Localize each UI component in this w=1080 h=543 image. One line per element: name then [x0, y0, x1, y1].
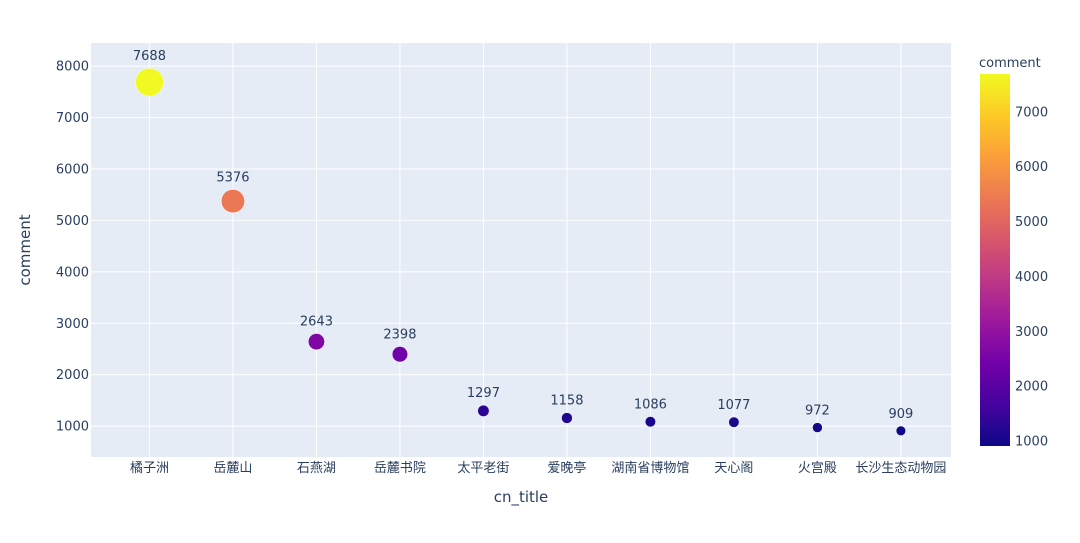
- data-label: 972: [805, 404, 830, 419]
- colorbar-tick-label: 2000: [1015, 380, 1048, 395]
- x-tick-label: 橘子洲: [130, 460, 169, 476]
- data-point: [812, 422, 823, 433]
- colorbar: [980, 74, 1010, 446]
- data-point: [895, 425, 906, 436]
- data-point: [644, 416, 656, 428]
- colorbar-tick-label: 7000: [1015, 105, 1048, 120]
- data-label: 7688: [133, 49, 166, 64]
- y-tick-label: 2000: [56, 368, 89, 383]
- y-tick-label: 8000: [56, 60, 89, 75]
- data-point: [220, 189, 245, 214]
- x-axis-ticks: 橘子洲 岳麓山 石燕湖 岳麓书院 太平老街 爱晚亭 湖南省博物馆 天心阁 火宫殿 长沙生态动物园: [130, 460, 946, 476]
- data-label: 5376: [216, 170, 249, 185]
- plot-background: [91, 43, 951, 457]
- colorbar-tick-label: 1000: [1015, 435, 1048, 450]
- data-point: [477, 404, 490, 417]
- data-point: [135, 67, 164, 97]
- x-axis-title: cn_title: [494, 488, 549, 507]
- data-point: [728, 416, 740, 428]
- data-label: 1077: [717, 398, 750, 413]
- x-tick-label: 长沙生态动物园: [855, 461, 946, 476]
- y-tick-label: 7000: [56, 111, 89, 126]
- x-tick-label: 岳麓书院: [374, 461, 426, 476]
- data-label: 1086: [634, 397, 667, 412]
- x-tick-label: 爱晚亭: [547, 460, 586, 476]
- data-points: [135, 67, 906, 436]
- data-point: [561, 412, 573, 424]
- x-tick-label: 岳麓山: [213, 461, 252, 476]
- colorbar-title: comment: [979, 56, 1041, 71]
- colorbar-ticks: 1000 2000 3000 4000 5000 6000 7000: [1015, 105, 1048, 449]
- x-gridlines: [148, 43, 902, 457]
- data-point: [391, 346, 409, 363]
- y-tick-label: 4000: [56, 265, 89, 280]
- y-axis-ticks: 1000 2000 3000 4000 5000 6000 7000 8000: [56, 60, 89, 435]
- colorbar-tick-label: 3000: [1015, 325, 1048, 340]
- y-tick-label: 3000: [56, 317, 89, 332]
- data-label: 1158: [550, 394, 583, 409]
- y-tick-label: 5000: [56, 214, 89, 229]
- x-tick-label: 湖南省博物馆: [611, 460, 689, 476]
- x-tick-label: 石燕湖: [297, 461, 336, 476]
- data-label: 2643: [300, 314, 333, 329]
- colorbar-tick-label: 5000: [1015, 215, 1048, 230]
- data-point: [307, 333, 325, 351]
- data-labels: 7688 5376 2643 2398 1297 1158 1086 1077 972 909: [133, 49, 913, 422]
- y-tick-label: 1000: [56, 420, 89, 435]
- x-tick-label: 天心阁: [714, 461, 753, 476]
- y-axis-title: comment: [16, 214, 34, 285]
- data-label: 1297: [467, 386, 500, 401]
- colorbar-tick-label: 6000: [1015, 160, 1048, 175]
- colorbar-tick-label: 4000: [1015, 270, 1048, 285]
- x-tick-label: 太平老街: [457, 461, 509, 476]
- x-tick-label: 火宫殿: [798, 461, 837, 476]
- data-label: 909: [888, 407, 913, 422]
- y-tick-label: 6000: [56, 163, 89, 178]
- y-gridlines: [91, 65, 951, 427]
- data-label: 2398: [383, 327, 416, 342]
